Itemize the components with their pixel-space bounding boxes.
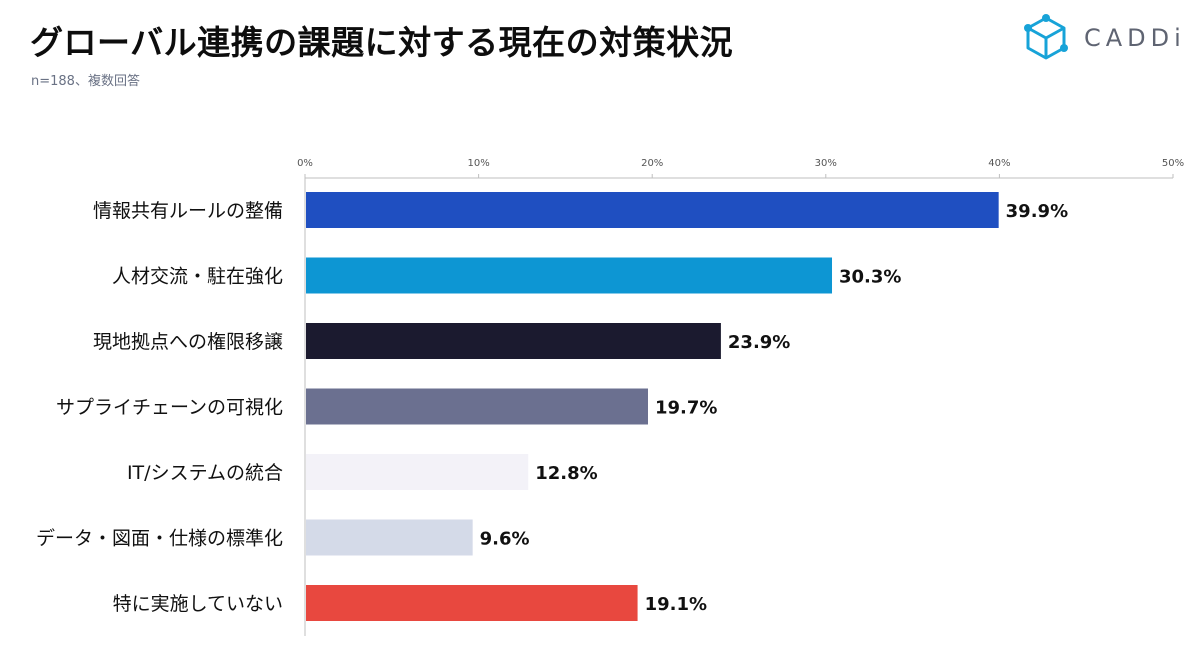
data-label: 12.8% bbox=[535, 463, 597, 484]
bar bbox=[306, 388, 648, 425]
category-label: データ・図面・仕様の標準化 bbox=[36, 528, 283, 550]
bar bbox=[306, 257, 833, 294]
bar bbox=[306, 585, 638, 621]
bar bbox=[306, 192, 999, 228]
category-label: サプライチェーンの可視化 bbox=[56, 397, 283, 419]
category-label: 人材交流・駐在強化 bbox=[112, 266, 283, 288]
x-tick-label: 30% bbox=[815, 158, 837, 169]
page-title: グローバル連携の課題に対する現在の対策状況 bbox=[30, 23, 734, 62]
category-label: 現地拠点への権限移譲 bbox=[93, 331, 283, 353]
bar bbox=[306, 454, 529, 490]
data-label: 19.1% bbox=[645, 594, 707, 615]
bar bbox=[306, 323, 721, 359]
x-tick-label: 20% bbox=[641, 158, 663, 169]
data-label: 39.9% bbox=[1006, 201, 1068, 222]
data-label: 30.3% bbox=[839, 267, 901, 288]
logo-wordmark: CADDi bbox=[1084, 24, 1186, 52]
x-tick-label: 40% bbox=[988, 158, 1010, 169]
category-label: 特に実施していない bbox=[113, 593, 283, 615]
x-tick-label: 0% bbox=[297, 158, 313, 169]
x-tick-label: 10% bbox=[467, 158, 489, 169]
data-label: 23.9% bbox=[728, 332, 790, 353]
category-label: IT/システムの統合 bbox=[127, 462, 283, 484]
sample-size-note: n=188、複数回答 bbox=[31, 74, 140, 89]
data-label: 9.6% bbox=[480, 529, 530, 550]
data-label: 19.7% bbox=[655, 398, 717, 419]
bar bbox=[306, 519, 473, 556]
brand-logo: CADDi bbox=[1020, 12, 1185, 64]
category-label: 情報共有ルールの整備 bbox=[93, 200, 283, 222]
x-tick-label: 50% bbox=[1162, 158, 1184, 169]
cube-icon bbox=[1024, 14, 1068, 60]
